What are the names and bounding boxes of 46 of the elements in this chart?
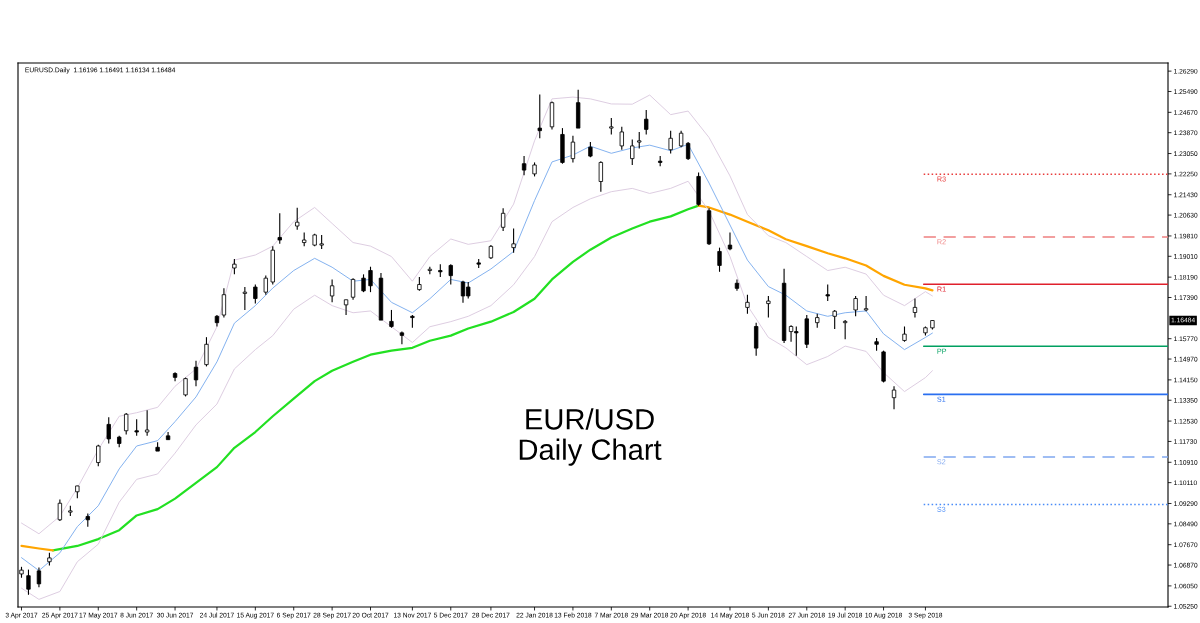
candlestick: [734, 278, 740, 292]
candlestick: [329, 278, 335, 303]
candlestick: [521, 155, 527, 176]
candlestick: [891, 385, 897, 410]
candlestick: [863, 295, 869, 312]
candlestick: [343, 299, 349, 316]
candlestick: [754, 322, 759, 357]
candlestick: [204, 336, 209, 367]
line-series: [21, 94, 933, 535]
candlestick: [57, 498, 63, 522]
candlestick: [745, 294, 750, 315]
text: EUR/USD Daily Chart: [519, 408, 662, 466]
candlestick: [853, 295, 858, 317]
candlestick: [350, 277, 356, 301]
candlestick: [717, 247, 722, 273]
line-series: [51, 204, 700, 552]
candlestick: [843, 319, 848, 340]
candlestick: [399, 331, 405, 345]
candlestick: [766, 295, 771, 319]
candlestick: [253, 283, 258, 305]
candlestick: [598, 160, 604, 193]
candlestick: [630, 138, 635, 166]
candlestick: [368, 266, 373, 293]
candlestick: [644, 109, 649, 136]
candlestick: [619, 126, 624, 151]
candlestick: [448, 263, 453, 286]
candlestick: [242, 286, 248, 311]
line-series: [697, 204, 934, 292]
candlestick: [295, 207, 300, 231]
candlestick: [727, 231, 733, 251]
candlestick: [500, 207, 506, 232]
candlestick: [263, 275, 268, 296]
candlestick: [124, 412, 129, 436]
candlestick: [277, 212, 282, 245]
candlestick: [193, 360, 199, 387]
candlestick: [144, 409, 150, 437]
candlestick: [221, 287, 227, 319]
candlestick: [570, 135, 576, 163]
candlestick: [537, 93, 542, 139]
candlestick: [36, 567, 42, 588]
candlestick: [511, 228, 516, 254]
candlestick: [26, 569, 31, 596]
candlestick: [668, 130, 673, 155]
candlestick: [912, 297, 918, 319]
candlestick: [832, 309, 837, 330]
candlestick: [106, 416, 111, 445]
